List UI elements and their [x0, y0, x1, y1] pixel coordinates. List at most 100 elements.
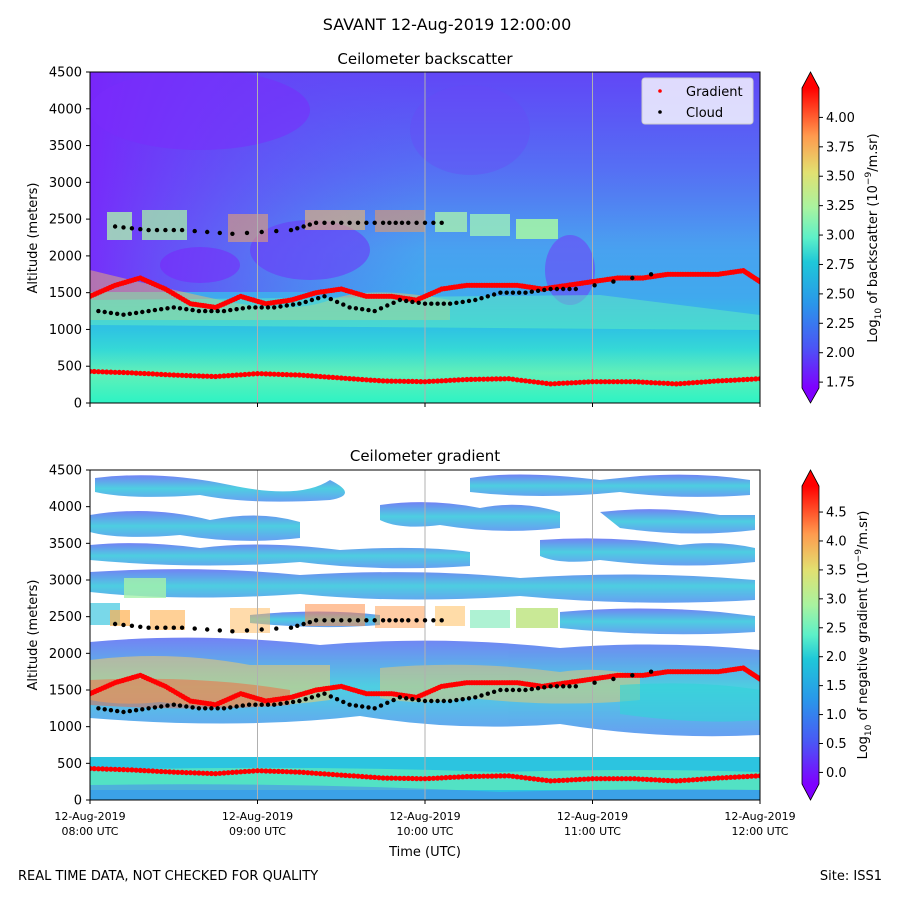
gradient-point [447, 377, 453, 383]
gradient-point [602, 379, 608, 385]
cloud-point [364, 220, 369, 225]
cloud-point [234, 704, 239, 709]
gradient-point [522, 775, 529, 781]
gradient-point [213, 771, 219, 777]
gradient-point [384, 378, 390, 384]
gradient-point [141, 370, 147, 377]
gradient-point [91, 368, 97, 375]
cloud-point [307, 620, 312, 625]
gradient-point [589, 379, 596, 385]
cloud-point [592, 680, 597, 685]
cloud-point [265, 702, 271, 707]
cloud-point [441, 301, 446, 306]
cloud-point [385, 303, 390, 308]
cloud-point [517, 290, 522, 295]
gradient-colorbar-label: Log10 of negative gradient (10−9/m.sr) [854, 511, 874, 760]
gradient-point [347, 376, 353, 382]
gradient-point [636, 776, 642, 782]
gradient-point [585, 776, 591, 782]
gradient-point [200, 770, 206, 776]
gradient-point [347, 773, 353, 779]
gradient-point [506, 773, 512, 779]
gradient-point [527, 378, 533, 384]
x-tick-time: 10:00 UTC [396, 825, 453, 838]
gradient-point [644, 379, 650, 385]
gradient-point [623, 379, 629, 385]
gradient-point [234, 372, 240, 378]
cloud-point [410, 299, 415, 305]
cloud-point [561, 286, 566, 292]
gradient-point [100, 766, 106, 772]
cloud-point [447, 698, 453, 704]
cloud-point [159, 307, 164, 312]
gradient-point [573, 380, 579, 386]
cloud-point [303, 299, 308, 305]
gradient-point [548, 381, 554, 387]
gradient-point [259, 371, 265, 377]
cloud-point [96, 308, 101, 314]
cloud-point [542, 685, 547, 690]
gradient-point [167, 769, 173, 775]
cloud-point [561, 684, 566, 689]
cloud-point [447, 301, 453, 306]
gradient-point [229, 372, 235, 378]
gradient-point [732, 377, 738, 383]
y-tick-label: 4500 [49, 464, 82, 479]
gradient-point [615, 379, 621, 385]
gradient-point [405, 378, 411, 384]
cloud-point [372, 618, 377, 623]
gradient-colorbar: 0.0 0.5 1.0 1.5 2.0 2.5 3.0 3.5 4.0 4.5 Log10 of … [801, 469, 874, 801]
gradient-point [133, 767, 139, 773]
gradient-point [569, 777, 575, 783]
cloud-point [510, 290, 516, 295]
gradient-point [485, 773, 491, 779]
gradient-point [535, 379, 541, 385]
gradient-point [514, 377, 520, 383]
cloud-point [355, 220, 361, 225]
cloud-point [611, 279, 616, 284]
cloud-point [108, 310, 114, 316]
gradient-point [267, 768, 273, 774]
gradient-point [242, 371, 248, 378]
gradient-point [627, 379, 633, 385]
backscatter-colorbar-min-arrow [802, 388, 819, 403]
gradient-point [556, 777, 562, 784]
gradient-point [397, 378, 403, 384]
cloud-point [380, 220, 386, 225]
cloud-point [431, 220, 436, 225]
gradient-point [543, 777, 550, 784]
y-tick-label: 4500 [49, 66, 82, 81]
gradient-point [723, 377, 730, 384]
gradient-point [615, 776, 621, 782]
gradient-point [560, 777, 566, 783]
cloud-point [313, 618, 319, 623]
gradient-point [187, 373, 194, 379]
cloud-point [217, 628, 222, 633]
gradient-point [506, 376, 512, 382]
gradient-point [317, 771, 323, 777]
gradient-point [682, 777, 688, 783]
cloud-point [429, 301, 434, 306]
backscatter-title: Ceilometer backscatter [337, 50, 513, 68]
cloud-point [240, 703, 245, 708]
gradient-point [703, 776, 709, 782]
gradient-point [208, 770, 214, 777]
gradient-point [225, 770, 231, 776]
gradient-point [665, 777, 671, 784]
gradient-point [116, 369, 122, 375]
cloud-point [316, 693, 321, 698]
colorbar-tick-label: 3.25 [826, 199, 855, 214]
gradient-point [602, 776, 608, 782]
gradient-point [711, 775, 717, 781]
gradient-point [275, 768, 281, 775]
site-label: Site: ISS1 [819, 869, 882, 884]
colorbar-tick-label: 2.00 [826, 346, 855, 361]
legend-cloud-marker [658, 110, 662, 114]
gradient-y-axis: 0 500 1000 1500 2000 2500 3000 3500 4000 4500 [49, 464, 90, 809]
gradient-point [91, 766, 97, 772]
gradient-point [749, 773, 755, 779]
colorbar-tick-label: 4.0 [826, 534, 847, 549]
gradient-point [698, 379, 705, 385]
cloud-point [485, 691, 490, 696]
x-tick-date: 12-Aug-2019 [54, 810, 125, 823]
